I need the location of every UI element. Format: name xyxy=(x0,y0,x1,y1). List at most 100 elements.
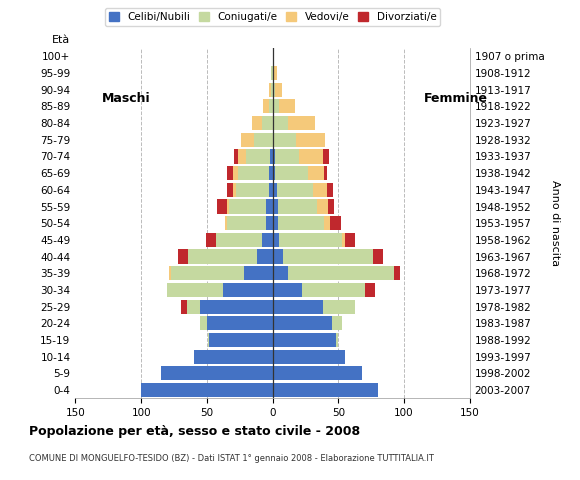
Bar xyxy=(223,283,273,297)
Bar xyxy=(283,250,372,264)
Bar xyxy=(296,132,325,147)
Legend: Celibi/Nubili, Coniugati/e, Vedovi/e, Divorziati/e: Celibi/Nubili, Coniugati/e, Vedovi/e, Di… xyxy=(105,8,440,26)
Bar xyxy=(273,333,336,347)
Bar xyxy=(342,233,345,247)
Bar xyxy=(273,349,345,364)
Bar xyxy=(225,216,227,230)
Bar xyxy=(273,300,322,314)
Bar xyxy=(273,132,296,147)
Bar xyxy=(273,183,277,197)
Bar xyxy=(241,132,254,147)
Bar xyxy=(288,116,315,130)
Bar xyxy=(273,266,288,280)
Bar xyxy=(273,250,283,264)
Bar xyxy=(205,233,216,247)
Bar xyxy=(302,283,365,297)
Bar xyxy=(365,283,375,297)
Bar xyxy=(274,66,277,80)
Bar xyxy=(238,149,246,164)
Bar xyxy=(238,166,269,180)
Bar xyxy=(276,83,282,97)
Bar xyxy=(332,316,342,330)
Bar xyxy=(262,116,273,130)
Bar xyxy=(288,266,394,280)
Bar xyxy=(273,149,275,164)
Text: COMUNE DI MONGUELFO-TESIDO (BZ) - Dati ISTAT 1° gennaio 2008 - Elaborazione TUTT: COMUNE DI MONGUELFO-TESIDO (BZ) - Dati I… xyxy=(29,454,434,463)
Bar xyxy=(273,283,302,297)
Text: Età: Età xyxy=(52,35,70,45)
Bar xyxy=(252,116,262,130)
Bar xyxy=(234,149,238,164)
Bar xyxy=(227,216,266,230)
Bar xyxy=(262,233,273,247)
Bar xyxy=(273,116,288,130)
Bar xyxy=(180,300,187,314)
Bar xyxy=(266,199,273,214)
Bar xyxy=(254,132,273,147)
Bar xyxy=(233,183,236,197)
Bar xyxy=(200,316,207,330)
Bar xyxy=(208,333,209,347)
Bar xyxy=(273,366,362,381)
Bar xyxy=(324,216,331,230)
Bar xyxy=(227,183,233,197)
Bar xyxy=(327,183,333,197)
Bar xyxy=(299,149,322,164)
Bar xyxy=(161,366,273,381)
Bar xyxy=(372,250,383,264)
Bar xyxy=(233,166,238,180)
Bar xyxy=(322,149,329,164)
Bar xyxy=(345,233,356,247)
Bar xyxy=(271,83,273,97)
Bar xyxy=(266,216,273,230)
Text: Femmine: Femmine xyxy=(424,92,488,105)
Bar xyxy=(317,199,328,214)
Bar xyxy=(269,99,273,113)
Bar xyxy=(273,199,278,214)
Bar xyxy=(168,283,223,297)
Bar xyxy=(229,199,266,214)
Bar xyxy=(269,83,271,97)
Bar xyxy=(273,83,275,97)
Bar xyxy=(273,216,278,230)
Bar xyxy=(273,383,378,397)
Y-axis label: Anno di nascita: Anno di nascita xyxy=(550,180,560,266)
Bar xyxy=(276,149,299,164)
Bar xyxy=(328,199,335,214)
Bar xyxy=(273,233,279,247)
Text: Popolazione per età, sesso e stato civile - 2008: Popolazione per età, sesso e stato civil… xyxy=(29,425,360,438)
Text: Maschi: Maschi xyxy=(102,92,150,105)
Bar xyxy=(394,266,400,280)
Bar xyxy=(194,349,273,364)
Bar xyxy=(278,216,324,230)
Bar xyxy=(246,149,270,164)
Bar xyxy=(278,199,317,214)
Bar xyxy=(269,183,273,197)
Bar xyxy=(279,233,342,247)
Bar xyxy=(336,333,338,347)
Bar xyxy=(171,266,244,280)
Bar xyxy=(216,233,262,247)
Bar xyxy=(273,166,275,180)
Bar xyxy=(218,199,227,214)
Bar xyxy=(273,66,274,80)
Bar xyxy=(200,300,273,314)
Bar xyxy=(273,316,332,330)
Bar xyxy=(263,99,269,113)
Bar xyxy=(269,166,273,180)
Bar xyxy=(178,250,188,264)
Bar xyxy=(257,250,273,264)
Bar xyxy=(271,66,273,80)
Bar xyxy=(313,183,327,197)
Bar xyxy=(324,166,327,180)
Bar xyxy=(207,316,273,330)
Bar xyxy=(277,183,313,197)
Bar xyxy=(244,266,273,280)
Bar xyxy=(308,166,324,180)
Bar xyxy=(276,166,308,180)
Bar xyxy=(279,99,295,113)
Bar xyxy=(209,333,273,347)
Bar xyxy=(227,199,229,214)
Bar xyxy=(169,266,171,280)
Bar xyxy=(141,383,273,397)
